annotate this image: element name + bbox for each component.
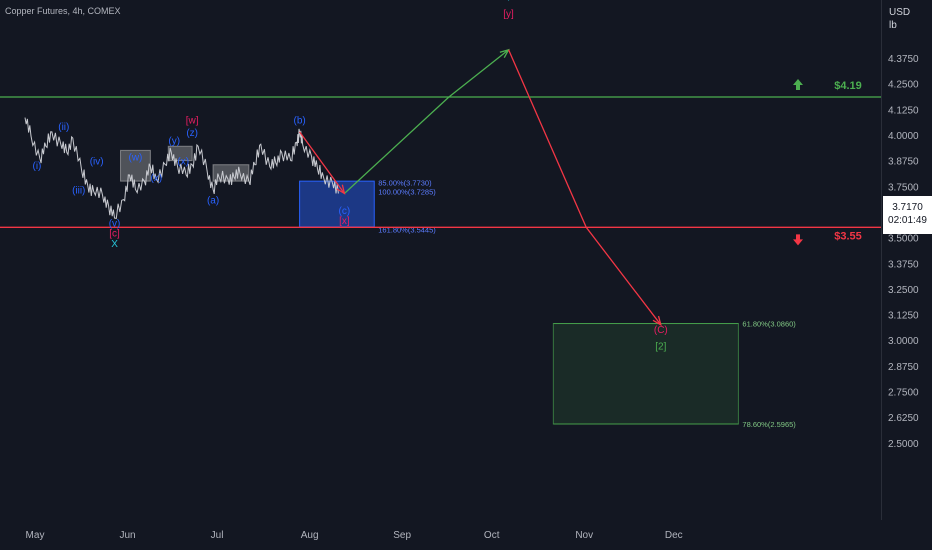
downtrend-red-arrowhead xyxy=(336,184,346,195)
projection-red xyxy=(508,49,662,326)
projection-red-arrowhead xyxy=(652,315,662,327)
time-tick-label: Dec xyxy=(665,530,683,541)
price-tick-label: 3.0000 xyxy=(888,336,919,347)
price-tick-label: 2.8750 xyxy=(888,362,919,373)
wave-label: [x] xyxy=(339,216,350,227)
fib-level-label: 78.60%(2.5965) xyxy=(742,420,796,429)
wave-label: (i) xyxy=(32,161,41,172)
wave-label: (v) xyxy=(109,218,121,229)
wave-label: (iv) xyxy=(90,157,104,168)
price-tick-label: 2.7500 xyxy=(888,388,919,399)
level-arrow-green xyxy=(793,79,803,91)
price-tick-label: 4.0000 xyxy=(888,131,919,142)
time-tick-label: Oct xyxy=(484,530,500,541)
time-tick-label: Nov xyxy=(575,530,593,541)
price-tick-label: 2.5000 xyxy=(888,439,919,450)
wave-label: [c] xyxy=(109,229,120,240)
fib-level-label: 61.80%(3.0860) xyxy=(742,320,796,329)
price-tick-label: 4.1250 xyxy=(888,105,919,116)
unit-label: lb xyxy=(889,20,897,31)
wave-label: (c) xyxy=(339,206,351,217)
time-tick-label: Jun xyxy=(119,530,135,541)
price-tick-label: 3.8750 xyxy=(888,157,919,168)
level-arrow-red xyxy=(793,234,803,246)
wave-label: (z) xyxy=(186,128,198,139)
price-tick-label: 3.5000 xyxy=(888,234,919,245)
price-tick-label: 3.1250 xyxy=(888,311,919,322)
price-tick-label: 3.3750 xyxy=(888,259,919,270)
wave-label: (w) xyxy=(128,153,142,164)
time-tick-label: Sep xyxy=(393,530,411,541)
consolidation-box xyxy=(120,149,151,182)
wave-label: X xyxy=(111,239,118,250)
wave-label: (C) xyxy=(654,325,668,336)
currency-selector[interactable]: USD lb xyxy=(889,6,910,32)
symbol-title: Copper Futures, 4h, COMEX xyxy=(5,6,121,16)
time-tick-label: Aug xyxy=(301,530,319,541)
fib-level-label: 161.80%(3.5445) xyxy=(378,225,436,234)
bar-countdown: 02:01:49 xyxy=(888,215,927,226)
price-tick-label: 4.3750 xyxy=(888,54,919,65)
wave-label: (a) xyxy=(207,196,219,207)
wave-label: [w] xyxy=(186,116,199,127)
wave-label: (y) xyxy=(168,136,180,147)
projection-green xyxy=(343,49,510,194)
currency-label: USD xyxy=(889,7,911,18)
time-tick-label: May xyxy=(26,530,45,541)
price-series-line xyxy=(24,117,339,219)
price-tick-label: 3.7500 xyxy=(888,182,919,193)
wave-label: (b) xyxy=(294,116,306,127)
wave-label: Y xyxy=(505,0,512,4)
level-label-green: $4.19 xyxy=(834,80,862,92)
price-axis-separator xyxy=(881,0,882,520)
price-tick-label: 3.2500 xyxy=(888,285,919,296)
last-price-tag: 3.7170 02:01:49 xyxy=(883,196,932,234)
wave-label: (ii) xyxy=(58,122,69,133)
wave-label: (x) xyxy=(151,173,163,184)
time-tick-label: Jul xyxy=(211,530,224,541)
wave-label: (x) xyxy=(177,157,189,168)
price-tick-label: 2.6250 xyxy=(888,413,919,424)
last-price-value: 3.7170 xyxy=(892,202,923,213)
downtrend-red xyxy=(299,131,345,194)
fib-level-label: 100.00%(3.7285) xyxy=(378,188,436,197)
price-tick-label: 4.2500 xyxy=(888,80,919,91)
wave-label: (iii) xyxy=(72,185,85,196)
level-label-red: $3.55 xyxy=(834,230,862,242)
fib-level-label: 85.00%(3.7730) xyxy=(378,179,432,188)
wave-label: [2] xyxy=(655,341,666,352)
green-target-zone xyxy=(552,323,739,425)
wave-label: [y] xyxy=(503,9,514,20)
